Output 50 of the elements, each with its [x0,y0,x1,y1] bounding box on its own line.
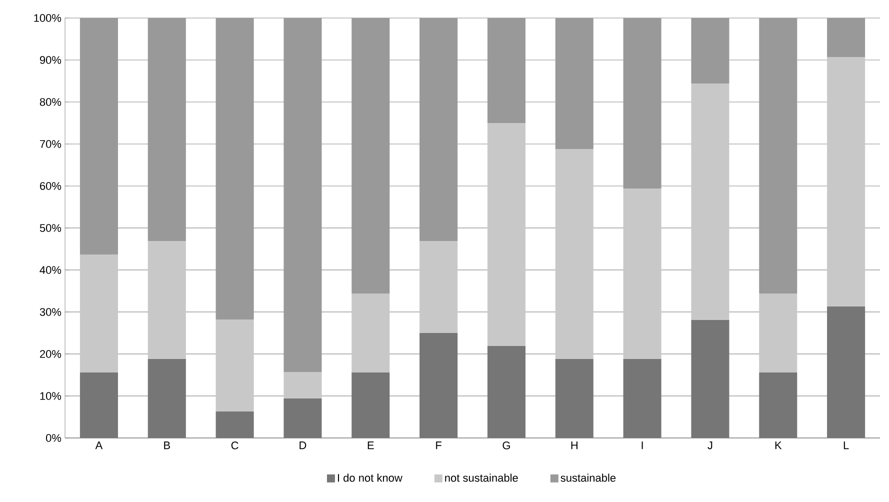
bar [623,188,662,360]
y-tick-label: 0% [46,434,62,442]
bar [148,18,186,242]
bar [487,122,526,346]
bar [216,18,254,320]
x-tick-label: I [642,442,643,450]
legend-label: I do not know [338,474,402,482]
bar [420,18,458,242]
bar [691,18,730,84]
y-tick-label: 100% [34,14,62,22]
x-tick-label: F [436,442,442,450]
x-tick-label: C [231,442,238,450]
bar [80,254,118,372]
x-tick-label: A [95,442,103,450]
x-tick-label: K [775,442,782,450]
legend-label: sustainable [560,474,616,482]
y-tick-label: 90% [40,56,62,64]
bar [80,18,118,254]
bar [623,18,662,189]
bar [352,18,390,294]
x-tick-label: H [571,442,578,450]
x-tick-label: G [502,442,510,450]
y-tick-label: 60% [40,182,62,190]
x-tick-label: E [368,442,374,450]
bar [555,149,594,360]
bar [827,57,866,307]
x-tick-label: J [708,442,712,450]
bar [827,18,866,58]
bar [148,241,186,360]
y-tick-label: 50% [40,224,62,232]
bar [691,84,730,320]
bar [487,18,526,123]
x-tick-label: D [300,442,306,450]
bar [420,241,458,333]
y-tick-label: 10% [40,392,62,400]
bar [284,372,322,399]
legend-label: not sustainable [445,474,518,482]
y-tick-label: 20% [40,350,62,358]
y-tick-label: 30% [40,308,62,316]
y-tick-label: 40% [40,266,62,274]
bar [759,294,798,372]
bar [284,18,322,372]
x-tick-label: B [164,442,170,450]
y-tick-label: 80% [40,98,62,106]
bar [352,294,390,372]
bar [759,18,798,294]
y-tick-label: 70% [40,140,62,148]
x-tick-label: L [844,442,849,450]
bar [216,320,254,412]
bar [555,18,594,150]
